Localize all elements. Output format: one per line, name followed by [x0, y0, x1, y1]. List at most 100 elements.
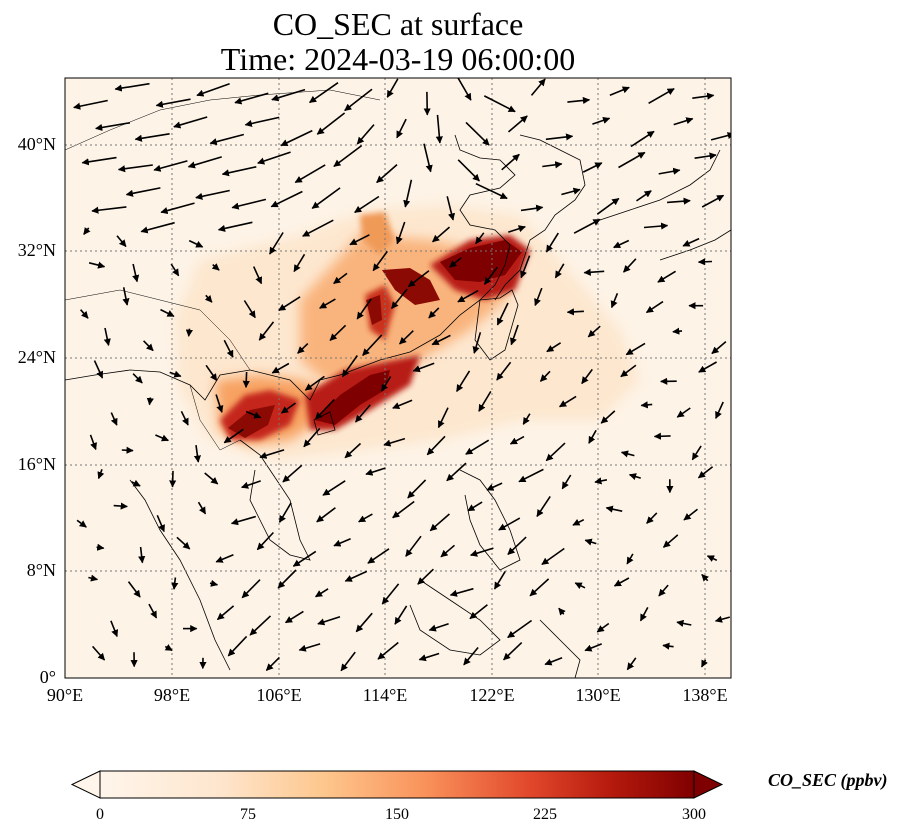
- colorbar-tick-225: 225: [533, 806, 557, 823]
- wind-vector-arrow: [605, 505, 623, 513]
- wind-vector-arrow: [539, 370, 551, 382]
- wind-vector-arrow: [440, 544, 456, 558]
- wind-vector-arrow: [561, 474, 572, 490]
- wind-vector-arrow: [317, 615, 341, 626]
- wind-vector-arrow: [83, 227, 91, 235]
- wind-vector-arrow: [582, 162, 603, 173]
- wind-vector-arrow: [304, 375, 325, 391]
- wind-vector-arrow: [227, 635, 248, 657]
- wind-vector-arrow: [241, 480, 261, 489]
- wind-vector-arrow: [496, 302, 509, 326]
- wind-vector-arrow: [536, 495, 551, 518]
- wind-vector-arrow: [600, 410, 616, 424]
- wind-vector-arrow: [628, 473, 641, 481]
- wind-vector-arrow: [657, 270, 677, 283]
- wind-vector-arrow: [626, 657, 637, 671]
- wind-vector-arrow: [209, 133, 245, 146]
- wind-vector-arrow: [403, 179, 413, 208]
- wind-vector-arrow: [103, 327, 111, 347]
- wind-vector-arrow: [314, 398, 335, 420]
- wind-vector-arrow: [113, 502, 128, 510]
- wind-vector-arrow: [160, 202, 195, 215]
- wind-vector-arrow: [354, 404, 371, 423]
- wind-vector-arrow: [138, 546, 146, 564]
- wind-vector-arrow: [658, 167, 681, 175]
- wind-vector-arrow: [496, 361, 512, 381]
- wind-vector-arrow: [581, 368, 593, 385]
- colorbar-gradient: [100, 771, 694, 798]
- wind-vector-arrow: [89, 434, 97, 451]
- wind-vector-arrow: [646, 512, 658, 524]
- lat-label-0: 0°: [39, 667, 56, 687]
- wind-vector-arrow: [566, 308, 584, 316]
- wind-vector-arrow: [282, 464, 303, 483]
- wind-vector-arrow: [435, 114, 443, 144]
- wind-vector-arrow: [278, 296, 301, 312]
- wind-vector-arrow: [91, 206, 127, 214]
- wind-vector-arrow: [456, 370, 471, 393]
- wind-vector-arrow: [171, 577, 179, 590]
- wind-vector-arrow: [567, 96, 591, 105]
- wind-vector-arrow: [545, 232, 559, 253]
- wind-vector-arrow: [392, 399, 413, 410]
- wind-vector-arrow: [114, 82, 150, 92]
- wind-vectors: [73, 78, 731, 672]
- wind-vector-arrow: [140, 221, 175, 234]
- wind-vector-arrow: [710, 132, 731, 141]
- wind-vector-arrow: [613, 239, 630, 249]
- wind-vector-arrow: [91, 645, 106, 661]
- wind-vector-arrow: [215, 553, 234, 563]
- wind-vector-arrow: [545, 442, 566, 462]
- colorbar-label: CO_SEC (ppbv): [768, 770, 888, 790]
- wind-vector-arrow: [573, 218, 601, 234]
- wind-vector-arrow: [88, 574, 99, 582]
- wind-vector-arrow: [697, 466, 714, 479]
- lat-label-40n: 40°N: [17, 134, 56, 154]
- wind-vector-arrow: [355, 612, 373, 633]
- wind-vector-arrow: [376, 163, 398, 184]
- wind-vector-arrow: [546, 342, 562, 353]
- wind-vector-arrow: [478, 390, 492, 412]
- wind-vector-arrow: [258, 321, 275, 341]
- wind-vector-arrow: [396, 118, 407, 139]
- wind-vector-arrow: [609, 86, 630, 97]
- wind-vector-arrow: [676, 619, 692, 627]
- lon-label-138e: 138°E: [682, 685, 728, 705]
- wind-vector-arrow: [558, 395, 577, 408]
- wind-vector-arrow: [252, 266, 263, 285]
- wind-vector-arrow: [333, 144, 363, 168]
- wind-vector-arrow: [143, 340, 154, 352]
- lat-label-16n: 16°N: [17, 454, 56, 474]
- wind-vector-arrow: [392, 500, 415, 519]
- wind-vector-arrow: [110, 412, 118, 426]
- wind-vector-arrow: [95, 122, 131, 131]
- wind-vector-arrow: [205, 364, 218, 382]
- wind-vector-arrow: [592, 116, 611, 125]
- wind-vector-arrow: [596, 622, 610, 633]
- wind-vector-arrow: [76, 519, 87, 528]
- wind-vector-arrow: [187, 156, 222, 169]
- wind-vector-arrow: [311, 187, 341, 209]
- wind-vector-arrow: [418, 652, 440, 662]
- wind-vector-arrow: [298, 643, 321, 652]
- wind-vector-arrow: [96, 543, 105, 551]
- wind-vector-arrow: [431, 334, 451, 346]
- wind-vector-arrow: [706, 555, 718, 562]
- lat-label-32n: 32°N: [17, 240, 56, 260]
- wind-vector-arrow: [297, 343, 309, 354]
- wind-vector-arrow: [344, 570, 368, 582]
- wind-vector-arrow: [469, 604, 488, 620]
- lon-label-106e: 106°E: [256, 685, 302, 705]
- wind-vector-arrow: [294, 164, 326, 184]
- wind-vector-arrow: [554, 263, 565, 279]
- wind-vector-arrow: [503, 642, 523, 661]
- wind-vector-arrow: [620, 364, 637, 378]
- wind-vector-arrow: [333, 538, 351, 547]
- wind-vector-arrow: [472, 332, 482, 354]
- wind-vector-arrow: [596, 197, 620, 215]
- wind-vector-arrow: [610, 293, 619, 309]
- wind-vector-arrow: [714, 615, 731, 623]
- wind-vector-arrow: [428, 623, 449, 632]
- wind-vector-arrow: [572, 518, 585, 526]
- wind-vector-arrow: [381, 583, 400, 605]
